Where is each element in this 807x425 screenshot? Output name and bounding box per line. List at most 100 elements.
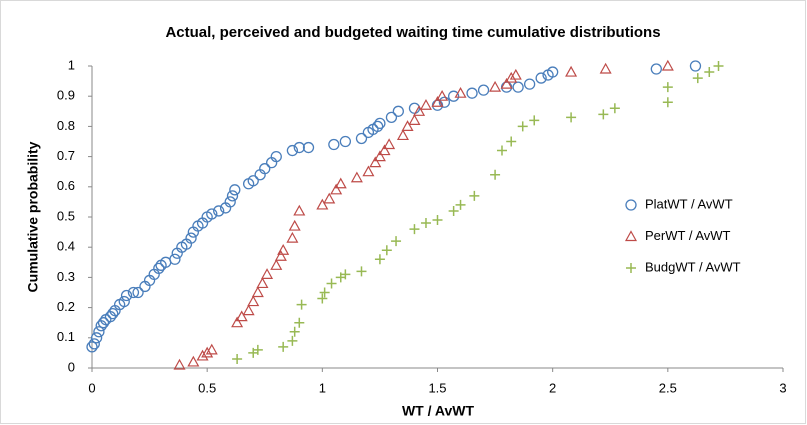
point bbox=[523, 78, 536, 90]
point bbox=[436, 89, 449, 101]
point bbox=[339, 135, 352, 148]
y-tick-label: 0.2 bbox=[57, 299, 75, 314]
point bbox=[356, 266, 367, 277]
legend-marker bbox=[625, 199, 637, 211]
point bbox=[317, 293, 328, 304]
point bbox=[232, 353, 243, 364]
point bbox=[662, 82, 673, 93]
point bbox=[391, 236, 402, 247]
x-axis-title: WT / AvWT bbox=[402, 403, 475, 419]
point bbox=[316, 198, 329, 210]
point bbox=[270, 150, 282, 163]
y-tick-label: 0.3 bbox=[57, 269, 75, 284]
point bbox=[547, 66, 559, 78]
point bbox=[374, 254, 385, 265]
point bbox=[469, 190, 480, 201]
point bbox=[196, 349, 209, 361]
point bbox=[323, 192, 336, 204]
point bbox=[293, 141, 305, 154]
point bbox=[235, 310, 248, 322]
point bbox=[496, 145, 507, 156]
y-axis-title: Cumulative probability bbox=[25, 141, 41, 292]
legend-label: BudgWT / AvWT bbox=[645, 259, 741, 274]
point bbox=[330, 183, 343, 195]
point bbox=[224, 196, 236, 208]
y-tick-label: 0.1 bbox=[57, 329, 75, 344]
point bbox=[565, 65, 578, 77]
point bbox=[277, 243, 290, 255]
y-tick-label: 0.4 bbox=[57, 239, 75, 254]
point bbox=[256, 277, 269, 289]
point bbox=[242, 304, 255, 316]
point bbox=[704, 67, 715, 78]
point bbox=[259, 163, 271, 175]
point bbox=[409, 224, 420, 235]
point bbox=[120, 289, 133, 302]
point bbox=[392, 105, 404, 117]
point bbox=[692, 73, 703, 84]
point bbox=[252, 344, 263, 355]
point bbox=[132, 286, 144, 299]
point bbox=[381, 245, 392, 256]
x-tick-label: 0.5 bbox=[198, 380, 216, 395]
y-tick-label: 0.7 bbox=[57, 148, 75, 163]
point bbox=[213, 205, 225, 217]
point bbox=[226, 190, 239, 202]
legend-label: PlatWT / AvWT bbox=[645, 196, 733, 211]
point bbox=[609, 103, 620, 114]
point bbox=[490, 169, 501, 180]
point bbox=[419, 99, 433, 110]
point bbox=[517, 121, 528, 132]
legend-label: PerWT / AvWT bbox=[645, 228, 731, 243]
point bbox=[288, 219, 301, 231]
point bbox=[206, 208, 218, 220]
point bbox=[420, 218, 431, 229]
point bbox=[374, 117, 386, 130]
point bbox=[86, 341, 98, 353]
point bbox=[296, 299, 307, 310]
y-tick-label: 1 bbox=[68, 57, 75, 72]
x-tick-label: 2.5 bbox=[659, 380, 677, 395]
point bbox=[201, 346, 214, 358]
point bbox=[529, 115, 540, 126]
x-tick-label: 0 bbox=[88, 380, 95, 395]
point bbox=[205, 343, 218, 355]
point bbox=[274, 250, 287, 261]
y-tick-label: 0.5 bbox=[57, 208, 75, 223]
point bbox=[454, 86, 467, 98]
point bbox=[286, 144, 299, 157]
point bbox=[662, 97, 673, 108]
point bbox=[413, 105, 426, 116]
point bbox=[512, 81, 524, 93]
point bbox=[505, 71, 518, 83]
point bbox=[319, 287, 330, 298]
point bbox=[506, 136, 517, 147]
point bbox=[383, 138, 396, 150]
point bbox=[408, 114, 421, 125]
point bbox=[355, 132, 368, 145]
point bbox=[650, 63, 662, 75]
point bbox=[270, 259, 283, 270]
point bbox=[328, 138, 340, 151]
point bbox=[489, 80, 502, 92]
point bbox=[169, 253, 181, 265]
point bbox=[93, 326, 105, 338]
x-tick-label: 1 bbox=[319, 380, 326, 395]
point bbox=[713, 61, 724, 71]
point bbox=[432, 215, 443, 226]
legend-marker bbox=[624, 230, 638, 242]
point bbox=[401, 120, 414, 131]
point bbox=[350, 171, 363, 183]
point bbox=[90, 332, 103, 344]
point bbox=[477, 84, 490, 96]
y-tick-label: 0.8 bbox=[57, 118, 75, 133]
point bbox=[153, 262, 165, 274]
point bbox=[302, 141, 315, 154]
x-tick-label: 1.5 bbox=[428, 380, 446, 395]
point bbox=[385, 111, 398, 123]
point bbox=[118, 295, 130, 308]
point bbox=[362, 165, 375, 177]
point bbox=[598, 109, 609, 120]
